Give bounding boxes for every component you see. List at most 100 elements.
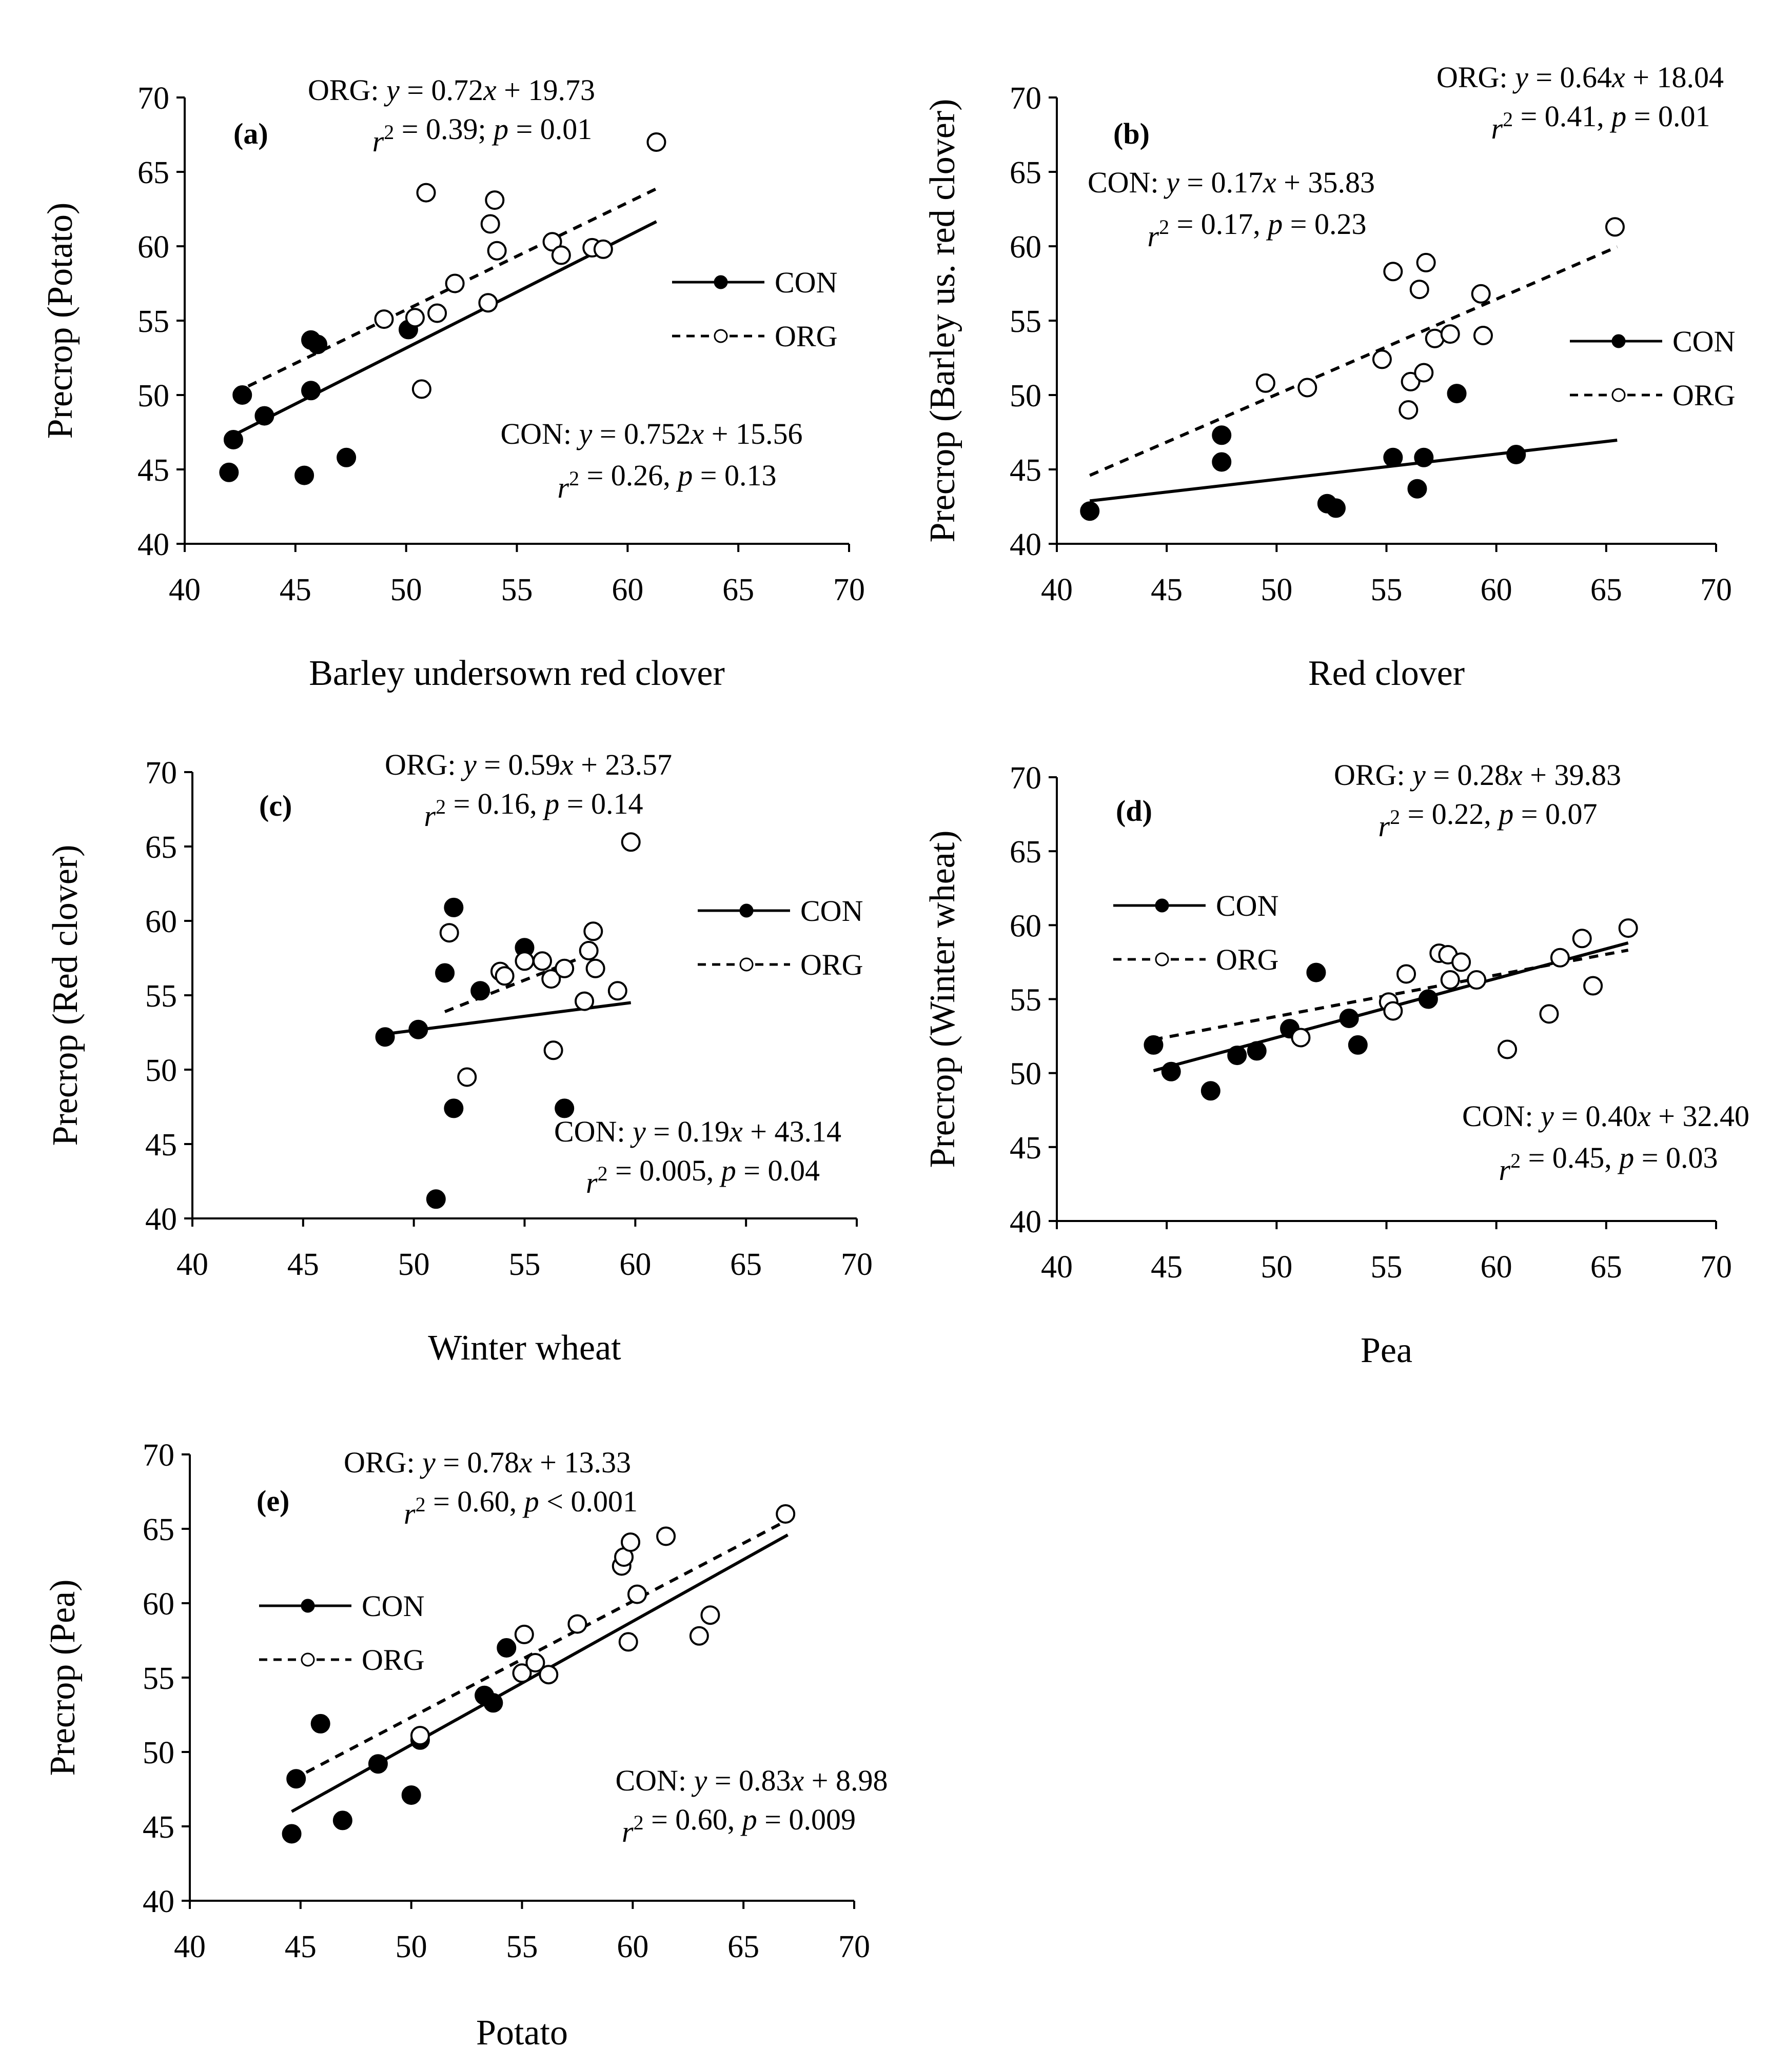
y-tick-label: 50	[145, 1053, 177, 1088]
legend-con-label: CON	[1216, 889, 1278, 922]
y-tick-label: 65	[145, 830, 177, 865]
org-point	[1618, 918, 1638, 938]
x-tick-label: 70	[1700, 573, 1732, 607]
y-tick-label: 40	[1010, 1205, 1041, 1239]
org-point	[512, 1663, 532, 1683]
y-tick-label: 60	[137, 230, 169, 265]
x-tick-label: 65	[727, 1929, 759, 1964]
con-stats: r2 = 0.26, p = 0.13	[557, 459, 776, 504]
x-tick-label: 70	[1700, 1250, 1732, 1285]
x-tick-label: 60	[619, 1247, 651, 1282]
org-point	[1383, 262, 1403, 282]
con-point	[219, 462, 239, 482]
con-point	[444, 1098, 464, 1118]
y-tick-label: 70	[1010, 81, 1041, 116]
org-equation: ORG: y = 0.59x + 23.57	[385, 748, 672, 781]
legend-con-label: CON	[800, 894, 863, 928]
con-point	[301, 381, 321, 401]
con-point	[435, 963, 455, 983]
org-point	[478, 293, 498, 313]
legend: CON ORG	[698, 894, 863, 981]
org-point	[439, 923, 459, 943]
org-point	[656, 1526, 676, 1546]
org-point	[700, 1605, 720, 1625]
x-tick-label: 45	[285, 1929, 317, 1964]
org-point	[1416, 252, 1436, 272]
y-tick-label: 65	[143, 1512, 174, 1547]
org-point	[416, 183, 436, 203]
org-point	[410, 1726, 430, 1746]
con-point	[232, 385, 252, 405]
legend: CON ORG	[259, 1589, 424, 1677]
org-point	[487, 241, 507, 261]
y-tick-label: 65	[1010, 835, 1041, 870]
panel-label: (a)	[233, 117, 268, 150]
x-tick-label: 45	[287, 1247, 319, 1282]
y-tick-label: 45	[1010, 453, 1041, 488]
y-tick-label: 65	[137, 155, 169, 190]
org-point	[533, 951, 553, 971]
y-tick-label: 55	[1010, 983, 1041, 1018]
y-tick-label: 70	[1010, 761, 1041, 796]
org-point	[405, 308, 425, 328]
con-equation: CON: y = 0.752x + 15.56	[500, 417, 802, 450]
con-point	[1212, 425, 1232, 445]
con-point	[555, 1098, 575, 1118]
org-point	[1550, 948, 1570, 968]
x-tick-label: 65	[730, 1247, 762, 1282]
y-tick-label: 60	[143, 1587, 174, 1622]
org-point	[621, 832, 641, 852]
y-tick-label: 40	[1010, 527, 1041, 562]
legend-org-label: ORG	[775, 320, 837, 353]
y-tick-label: 50	[137, 379, 169, 413]
con-stats: r2 = 0.45, p = 0.03	[1499, 1141, 1718, 1187]
con-point	[408, 1019, 428, 1039]
con-equation: CON: y = 0.40x + 32.40	[1462, 1099, 1749, 1133]
x-tick-label: 55	[1371, 1250, 1403, 1285]
org-equation: ORG: y = 0.64x + 18.04	[1436, 61, 1724, 94]
org-fit-line	[1089, 245, 1618, 477]
con-point	[497, 1638, 517, 1658]
legend-con-label: CON	[775, 266, 837, 299]
org-point	[445, 273, 465, 293]
con-stats: r2 = 0.005, p = 0.04	[586, 1154, 820, 1199]
org-point	[1467, 970, 1487, 990]
x-tick-label: 65	[1590, 573, 1622, 607]
con-point	[375, 1027, 395, 1047]
con-fit-line	[1089, 439, 1618, 503]
y-tick-label: 45	[1010, 1131, 1041, 1166]
con-point	[1200, 1081, 1220, 1101]
org-stats: r2 = 0.41, p = 0.01	[1491, 100, 1710, 145]
org-point	[1451, 952, 1471, 972]
y-axis-title: Precrop (Barley us. red clover)	[923, 99, 962, 543]
legend: CON ORG	[672, 266, 837, 353]
y-tick-label: 45	[143, 1810, 174, 1845]
y-tick-label: 40	[143, 1884, 174, 1919]
y-tick-label: 40	[145, 1202, 177, 1237]
org-point	[618, 1632, 638, 1652]
panel-b: 40 45 50 55 60 65 70 40 45 50 55 60 65 70 Red clover Pr…	[923, 61, 1735, 693]
y-tick-label: 45	[145, 1128, 177, 1163]
org-point	[543, 1040, 563, 1060]
x-axis-title: Potato	[476, 2013, 568, 2053]
x-tick-label: 55	[1371, 573, 1403, 607]
panel-label: (c)	[259, 789, 292, 822]
x-tick-label: 70	[841, 1247, 873, 1282]
org-point	[1383, 1001, 1403, 1021]
y-tick-label: 60	[1010, 230, 1041, 265]
org-point	[621, 1532, 641, 1552]
con-point	[1447, 384, 1467, 404]
org-point	[1498, 1039, 1518, 1059]
con-point	[1414, 447, 1434, 467]
x-tick-label: 50	[390, 573, 422, 607]
x-tick-label: 60	[1481, 1250, 1512, 1285]
y-tick-label: 55	[137, 304, 169, 339]
legend-con-label: CON	[1672, 325, 1735, 358]
org-point	[551, 245, 571, 265]
legend-org-label: ORG	[800, 948, 863, 981]
con-fit-line	[228, 220, 657, 439]
org-equation: ORG: y = 0.78x + 13.33	[344, 1446, 631, 1479]
org-point	[1399, 400, 1419, 420]
org-point	[1414, 363, 1434, 383]
legend-org-marker	[714, 329, 728, 343]
